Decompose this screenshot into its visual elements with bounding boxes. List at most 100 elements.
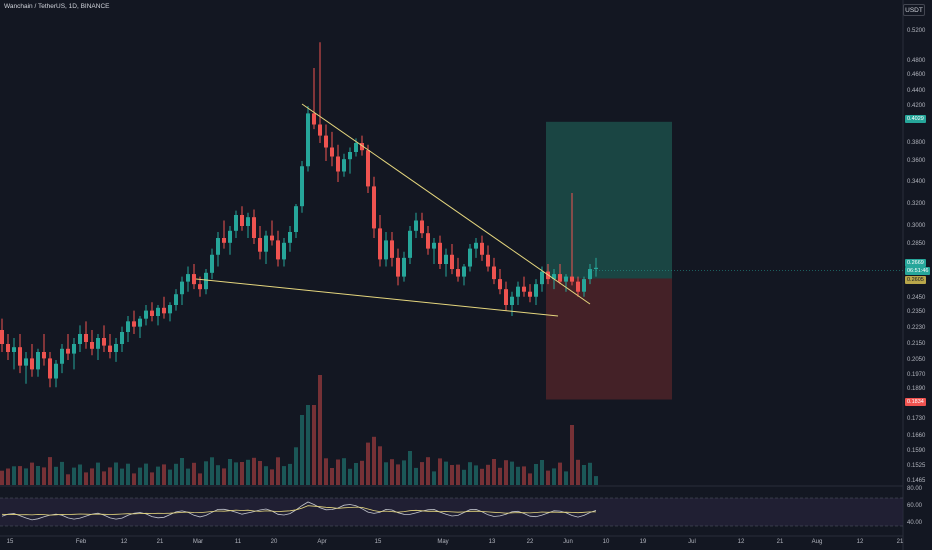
candle-body <box>450 254 454 270</box>
candle-body <box>294 206 298 232</box>
volume-bar <box>126 463 130 485</box>
volume-bar <box>0 470 4 485</box>
volume-bar <box>102 471 106 485</box>
candle-body <box>396 257 400 277</box>
volume-bar <box>300 415 304 485</box>
candle-body <box>564 276 568 282</box>
candle-body <box>48 358 52 379</box>
volume-bar <box>6 468 10 485</box>
volume-bar <box>114 462 118 485</box>
candle-body <box>402 257 406 277</box>
candle-body <box>264 235 268 252</box>
candle-body <box>372 186 376 229</box>
target-price-badge: 0.4029 <box>905 115 926 123</box>
volume-bar <box>18 466 22 485</box>
candle-body <box>522 286 526 292</box>
candle-body <box>30 358 34 370</box>
volume-bar <box>582 465 586 485</box>
time-tick-label: Jul <box>688 539 696 545</box>
candle-body <box>594 267 598 270</box>
candle-body <box>114 344 118 352</box>
candle-body <box>180 281 184 295</box>
price-tick-label: 0.4600 <box>907 72 926 78</box>
candle-body <box>312 113 316 125</box>
price-tick-label: 0.1890 <box>907 386 926 392</box>
time-tick-label: 22 <box>526 539 534 545</box>
candle-body <box>354 143 358 152</box>
volume-bar <box>354 463 358 485</box>
candle-body <box>408 230 412 258</box>
price-tick-label: 0.2050 <box>907 357 926 363</box>
candle-body <box>360 143 364 151</box>
volume-bar <box>498 467 502 485</box>
target-zone <box>546 121 672 279</box>
candle-body <box>300 166 304 207</box>
volume-bar <box>30 462 34 485</box>
volume-bar <box>402 460 406 485</box>
price-tick-label: 0.1525 <box>907 463 926 469</box>
candle-body <box>588 269 592 280</box>
currency-button[interactable]: USDT <box>903 4 925 16</box>
price-tick-label: 0.3600 <box>907 158 926 164</box>
candle-body <box>474 242 478 249</box>
volume-bar <box>204 461 208 485</box>
volume-bar <box>480 468 484 485</box>
volume-bar <box>210 457 214 485</box>
volume-bar <box>330 468 334 485</box>
volume-bar <box>48 457 52 485</box>
candle-body <box>66 348 70 354</box>
candle-body <box>384 240 388 260</box>
candle-body <box>330 147 334 157</box>
volume-bar <box>108 467 112 485</box>
candle-body <box>246 217 250 226</box>
time-tick-label: Jun <box>563 539 573 545</box>
candle-body <box>0 330 4 344</box>
time-tick-label: 20 <box>270 539 278 545</box>
volume-bar <box>180 458 184 485</box>
candle-body <box>318 124 322 136</box>
candle-body <box>336 156 340 172</box>
candle-body <box>342 159 346 172</box>
last-price-badge: 0.2669 <box>905 259 926 267</box>
volume-bar <box>270 469 274 485</box>
candle-body <box>366 150 370 187</box>
candle-body <box>18 347 22 366</box>
volume-bar <box>54 466 58 485</box>
volume-bar <box>504 460 508 485</box>
candle-body <box>570 276 574 282</box>
candle-body <box>426 233 430 249</box>
candle-body <box>456 269 460 277</box>
candle-body <box>36 352 40 370</box>
volume-bar <box>174 463 178 485</box>
symbol-title[interactable]: Wanchain / TetherUS, 1D, BINANCE <box>4 3 110 10</box>
volume-bar <box>408 451 412 485</box>
candle-body <box>150 310 154 316</box>
volume-bar <box>528 473 532 485</box>
candle-body <box>72 344 76 354</box>
volume-bar <box>444 461 448 485</box>
candle-body <box>480 242 484 255</box>
candle-body <box>486 254 490 267</box>
price-tick-label: 0.2230 <box>907 325 926 331</box>
rsi-tick-label: 80.00 <box>907 486 923 492</box>
volume-bar <box>510 461 514 485</box>
volume-bar <box>132 473 136 485</box>
price-tick-label: 0.3800 <box>907 140 926 146</box>
volume-bar <box>390 459 394 485</box>
volume-bar <box>570 425 574 485</box>
candle-body <box>288 232 292 243</box>
time-tick-label: 15 <box>6 539 14 545</box>
time-tick-label: 11 <box>234 539 242 545</box>
time-tick-label: 19 <box>639 539 647 545</box>
volume-bar <box>474 465 478 485</box>
volume-bar <box>348 468 352 485</box>
candle-body <box>24 358 28 366</box>
candle-body <box>156 307 160 316</box>
candle-body <box>42 352 46 359</box>
time-tick-label: 12 <box>737 539 745 545</box>
candle-body <box>348 152 352 160</box>
candle-body <box>240 215 244 226</box>
time-tick-label: Mar <box>192 539 204 545</box>
